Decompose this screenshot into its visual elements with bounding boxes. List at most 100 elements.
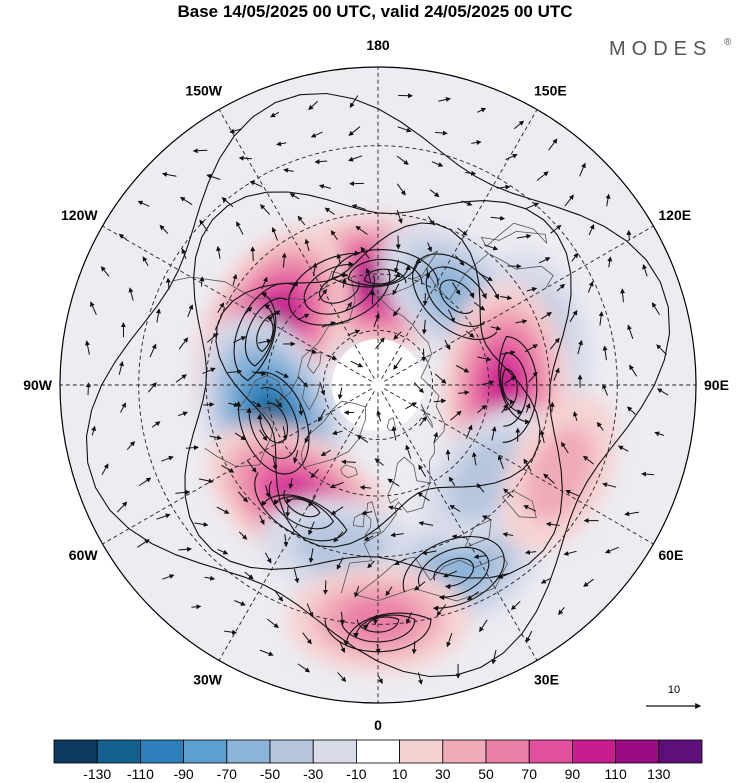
streamline xyxy=(288,250,391,326)
wind-vector xyxy=(308,495,317,507)
wind-vector xyxy=(351,204,366,210)
wind-vector xyxy=(221,197,234,208)
wind-vector xyxy=(431,161,444,167)
wind-vector xyxy=(385,586,393,597)
longitude-label: 180 xyxy=(366,37,390,53)
wind-reference: 10 xyxy=(646,684,702,709)
wind-vector xyxy=(571,252,579,262)
wind-vector xyxy=(308,548,314,564)
wind-vector xyxy=(187,304,194,318)
wind-vector xyxy=(490,325,502,331)
wind-vector xyxy=(175,489,191,495)
wind-vector xyxy=(234,432,246,441)
wind-vector xyxy=(421,550,437,556)
wind-vector xyxy=(394,259,399,274)
wind-vector xyxy=(320,449,331,457)
longitude-label: 150W xyxy=(185,83,222,99)
wind-vector xyxy=(450,410,462,421)
wind-vector xyxy=(293,568,300,584)
wind-vector xyxy=(321,321,336,328)
coastline xyxy=(364,501,382,536)
wind-vector xyxy=(491,649,497,665)
streamline-swirl xyxy=(254,472,348,542)
wind-vector xyxy=(250,246,256,261)
wind-vector xyxy=(199,219,208,232)
longitude-label: 90E xyxy=(704,377,729,393)
wind-vector xyxy=(224,629,238,635)
wind-vector xyxy=(627,324,634,339)
wind-vector xyxy=(421,319,427,335)
wind-vector xyxy=(333,531,344,543)
wind-vector xyxy=(419,416,427,427)
wind-vector xyxy=(162,574,175,580)
wind-vector xyxy=(318,184,332,189)
colorbar-tick-label: -50 xyxy=(260,766,280,782)
wind-vector xyxy=(427,216,435,226)
wind-vector xyxy=(471,140,482,146)
longitude-label: 90W xyxy=(23,377,53,393)
meridian xyxy=(381,99,544,379)
wind-vector xyxy=(375,337,385,350)
wind-vector xyxy=(363,535,374,541)
wind-vector xyxy=(457,227,468,236)
wind-vector xyxy=(165,277,171,290)
wind-vector xyxy=(651,302,661,316)
colorbar-swatch xyxy=(399,739,444,764)
wind-vector xyxy=(350,360,364,368)
colorbar-tick-label: -70 xyxy=(217,766,237,782)
wind-vector xyxy=(373,614,379,625)
colorbar-tick-label: 50 xyxy=(478,766,494,782)
latitude-circle xyxy=(322,329,434,441)
wind-vector xyxy=(306,603,314,618)
wind-vector xyxy=(510,601,521,610)
wind-vector xyxy=(297,215,306,226)
wind-vector xyxy=(607,256,613,268)
wind-vector xyxy=(227,369,243,375)
brand-logo: MODES ® xyxy=(609,37,732,60)
wind-vector xyxy=(100,266,110,277)
longitude-label: 0 xyxy=(374,717,382,733)
meridian xyxy=(212,99,375,379)
wind-vector xyxy=(229,128,242,134)
wind-vector xyxy=(433,431,439,444)
wind-vector xyxy=(336,557,344,570)
wind-vector xyxy=(524,344,538,353)
wind-vector xyxy=(466,591,479,601)
wind-vector xyxy=(221,464,235,473)
streamline xyxy=(244,297,288,367)
streamline xyxy=(303,261,375,315)
longitude-label: 120W xyxy=(61,207,98,223)
wind-vector xyxy=(270,111,280,118)
streamline xyxy=(412,253,500,340)
wind-vector xyxy=(120,402,126,413)
wind-vector xyxy=(525,202,540,210)
wind-vector xyxy=(126,440,136,451)
wind-vector xyxy=(373,313,380,328)
streamline xyxy=(324,612,432,653)
streamline xyxy=(433,557,474,590)
colorbar-tick-label: -90 xyxy=(173,766,193,782)
wind-vector xyxy=(236,221,244,235)
wind-vector xyxy=(260,204,270,215)
wind-vector xyxy=(596,421,604,431)
wind-vector xyxy=(582,455,595,465)
wind-vector xyxy=(331,430,343,436)
wind-vector xyxy=(396,183,406,196)
wind-vector xyxy=(259,429,268,442)
wind-vector xyxy=(339,640,346,654)
wind-vector xyxy=(564,194,574,207)
wind-vector xyxy=(447,309,455,323)
wind-vector xyxy=(324,207,335,215)
colorbar-swatch xyxy=(528,739,573,764)
longitude-label: 60E xyxy=(658,547,683,563)
wind-vector xyxy=(354,586,360,598)
wind-vector xyxy=(339,611,345,625)
colorbar-swatch xyxy=(572,739,617,764)
wind-vector xyxy=(128,287,134,301)
wind-vector xyxy=(629,364,638,377)
streamline xyxy=(347,258,423,287)
wind-vector xyxy=(191,604,202,610)
anomaly-contour xyxy=(524,426,595,522)
wind-vector xyxy=(479,619,488,633)
colorbar-tick-label: 10 xyxy=(392,766,408,782)
